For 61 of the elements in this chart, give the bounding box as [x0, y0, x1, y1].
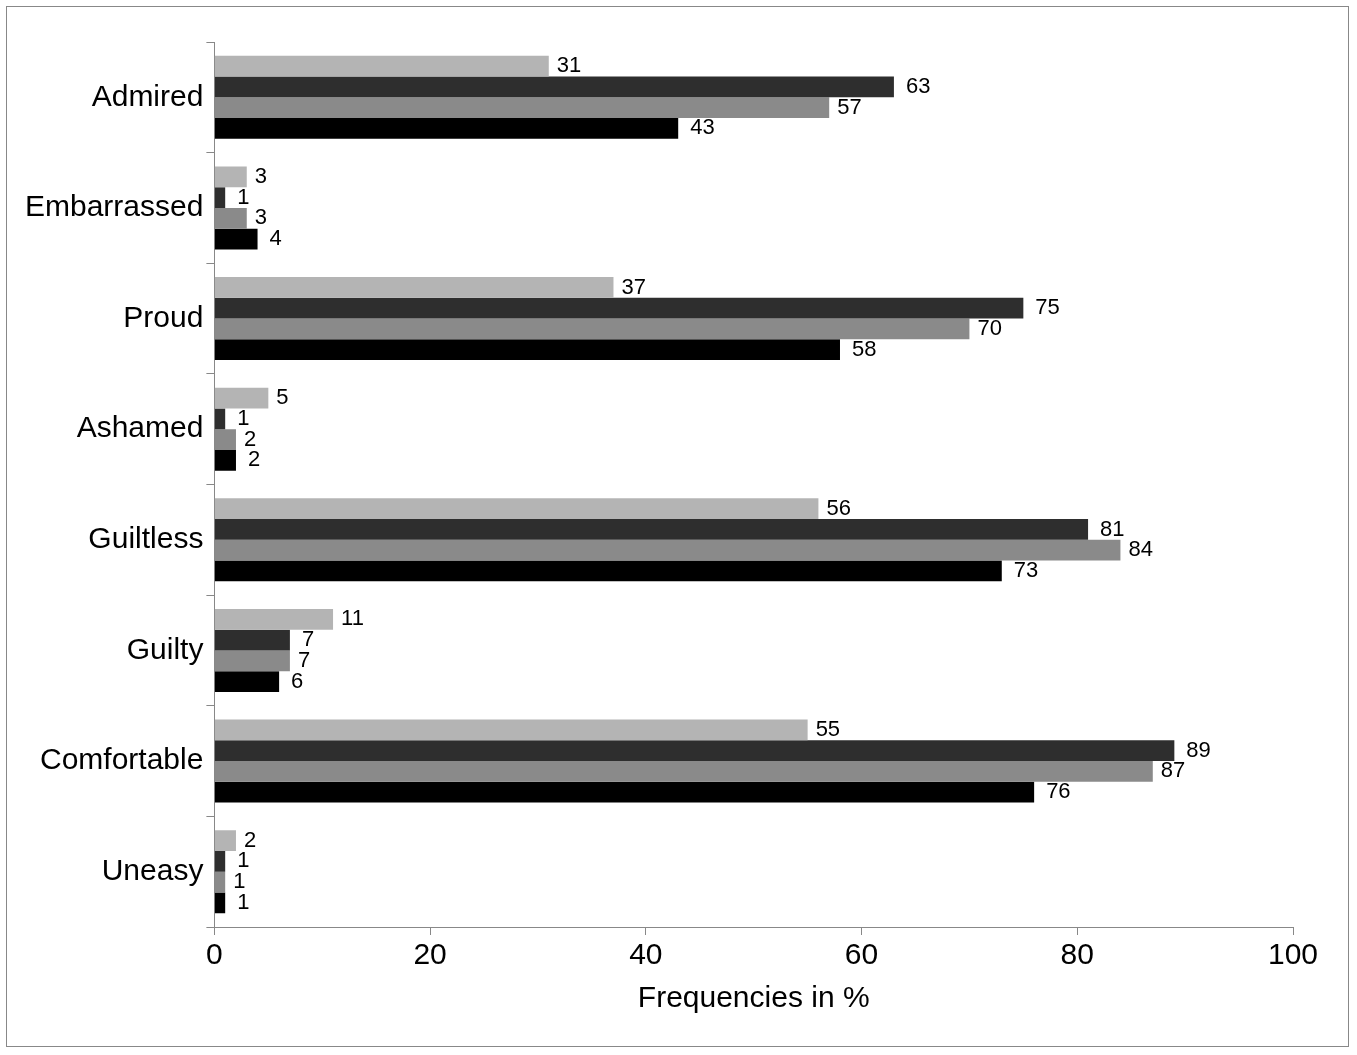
data-label: 11	[341, 605, 364, 631]
bar	[214, 55, 549, 77]
bar	[214, 277, 614, 298]
data-label: 31	[556, 52, 582, 78]
data-label: 70	[977, 315, 1002, 340]
data-label: 76	[1046, 778, 1071, 804]
x-tick-label: 40	[629, 937, 663, 971]
data-label: 43	[690, 114, 715, 140]
bar	[214, 76, 894, 98]
data-label: 57	[837, 93, 862, 119]
data-label: 3	[254, 162, 268, 188]
bar	[214, 498, 819, 520]
bar	[214, 740, 1175, 762]
data-label: 73	[1013, 556, 1039, 582]
x-tick-label: 0	[206, 937, 223, 971]
data-label: 87	[1160, 757, 1186, 783]
data-label: 3	[254, 204, 268, 230]
bar	[214, 408, 226, 430]
y-tick-label: Ashamed	[76, 410, 204, 444]
x-tick-label: 60	[844, 937, 879, 971]
data-label: 1	[237, 183, 250, 209]
data-label: 4	[269, 225, 282, 251]
x-tick-label: 100	[1267, 937, 1319, 971]
bar	[214, 629, 290, 651]
data-label: 5	[276, 384, 289, 410]
x-tick-label: 80	[1060, 937, 1094, 971]
bar	[214, 118, 679, 139]
x-tick-label: 20	[413, 937, 447, 971]
data-label: 89	[1186, 736, 1211, 762]
bar	[214, 339, 840, 361]
bar	[214, 850, 226, 872]
y-tick-label: Proud	[123, 299, 204, 333]
x-axis-title: Frequencies in %	[637, 980, 870, 1014]
data-label: 84	[1128, 536, 1153, 562]
bar	[214, 449, 236, 471]
bar	[214, 560, 1002, 582]
bar	[214, 187, 226, 208]
bar	[214, 830, 236, 851]
data-label: 55	[815, 716, 841, 742]
data-label: 63	[905, 73, 931, 98]
y-tick-label: Guiltless	[88, 521, 204, 555]
data-label: 75	[1035, 294, 1060, 320]
bar	[214, 719, 808, 741]
bar	[214, 387, 269, 409]
data-label: 56	[826, 494, 851, 520]
data-label: 81	[1100, 515, 1125, 541]
data-label: 58	[851, 335, 877, 361]
bar	[214, 892, 226, 914]
bar	[214, 228, 258, 250]
bar	[214, 781, 1035, 803]
bar	[214, 519, 1089, 540]
y-tick-label: Admired	[91, 78, 204, 112]
data-label: 37	[621, 273, 646, 299]
y-tick-label: Uneasy	[101, 852, 204, 886]
y-tick-label: Embarrassed	[25, 189, 204, 223]
bar	[214, 297, 1024, 319]
bar	[214, 671, 280, 692]
y-tick-label: Comfortable	[40, 742, 204, 776]
bar	[214, 608, 334, 630]
y-tick-label: Guilty	[126, 631, 204, 665]
bar	[214, 166, 247, 188]
